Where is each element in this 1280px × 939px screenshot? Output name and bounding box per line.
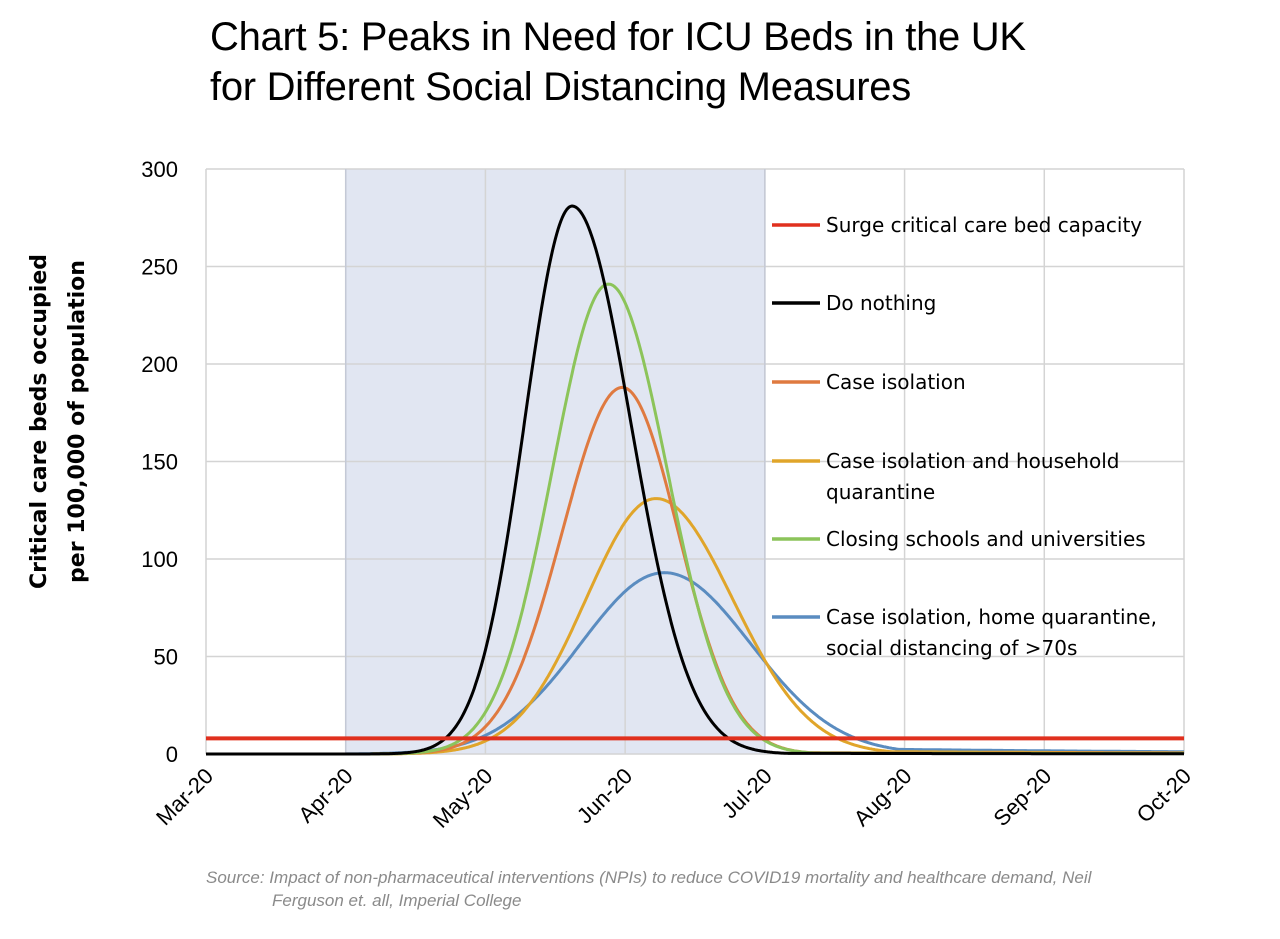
x-tick-label: Aug-20 [849,763,917,831]
legend-label-2: Case isolation [826,370,966,394]
y-tick-label: 200 [141,352,178,377]
y-tick-label: 100 [141,547,178,572]
y-axis-title-line1: Critical care beds occupied [27,254,52,589]
x-tick-label: May-20 [428,763,498,833]
source-line2: Ferguson et. all, Imperial College [272,891,522,910]
series-line-1 [205,204,1185,756]
y-axis-title-line2: per 100,000 of population [65,260,90,583]
legend-label-5-line1: Case isolation, home quarantine, [826,605,1157,629]
y-tick-label: 300 [141,157,178,182]
icu-beds-chart: 0 50 100 150 200 250 300 Mar-20 Apr-20 May-20 Jun-… [27,157,1196,833]
legend-label-3-line1: Case isolation and household [826,449,1119,473]
source-note: Source: Impact of non-pharmaceutical int… [206,866,1206,912]
y-tick-label: 50 [154,645,178,670]
x-tick-label: Jun-20 [572,763,637,828]
y-tick-label: 150 [141,450,178,475]
x-tick-label: Sep-20 [988,763,1056,831]
chart-title: Chart 5: Peaks in Need for ICU Beds in t… [210,12,1210,112]
x-tick-label: Oct-20 [1132,763,1196,827]
x-tick-label: Apr-20 [293,763,357,827]
chart-title-line2: for Different Social Distancing Measures [210,65,911,109]
chart-title-line1: Chart 5: Peaks in Need for ICU Beds in t… [210,15,1026,59]
legend-label-1: Do nothing [826,291,936,315]
y-tick-label: 0 [166,742,178,767]
x-tick-label: Jul-20 [717,763,777,823]
source-line1: Source: Impact of non-pharmaceutical int… [206,868,1092,887]
legend-label-0: Surge critical care bed capacity [826,213,1142,237]
x-tick-label: Mar-20 [151,763,218,830]
legend-label-4: Closing schools and universities [826,527,1146,551]
legend-label-3-line2: quarantine [826,480,935,504]
y-tick-label: 250 [141,255,178,280]
legend-label-5-line2: social distancing of >70s [826,636,1077,660]
